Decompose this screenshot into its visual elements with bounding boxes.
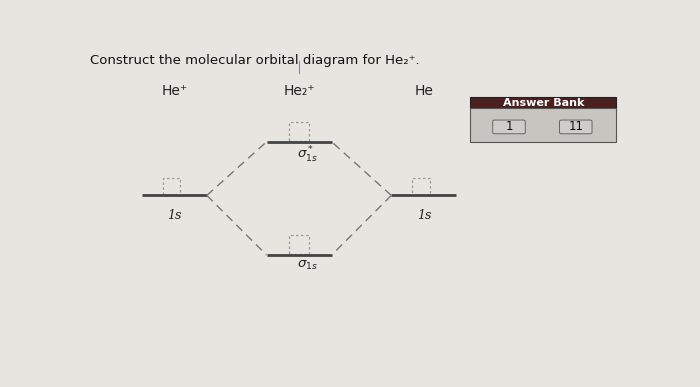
Text: 11: 11 [568, 120, 583, 134]
Text: He: He [414, 84, 433, 98]
FancyBboxPatch shape [559, 120, 592, 134]
Text: 1s: 1s [167, 209, 181, 222]
Bar [412, 178, 430, 195]
Text: He₂⁺: He₂⁺ [284, 84, 315, 98]
Bar [163, 178, 181, 195]
Text: Construct the molecular orbital diagram for He₂⁺.: Construct the molecular orbital diagram … [90, 54, 420, 67]
Text: 1s: 1s [416, 209, 431, 222]
Text: $\sigma_{1s}$: $\sigma_{1s}$ [297, 259, 318, 272]
Bar [470, 108, 617, 142]
Text: 1: 1 [505, 120, 513, 134]
Text: Answer Bank: Answer Bank [503, 98, 584, 108]
Bar [289, 122, 309, 141]
Text: $\sigma^*_{1s}$: $\sigma^*_{1s}$ [297, 146, 318, 166]
FancyBboxPatch shape [493, 120, 525, 134]
Bar [470, 97, 617, 108]
Bar [289, 235, 309, 254]
Text: He⁺: He⁺ [161, 84, 188, 98]
